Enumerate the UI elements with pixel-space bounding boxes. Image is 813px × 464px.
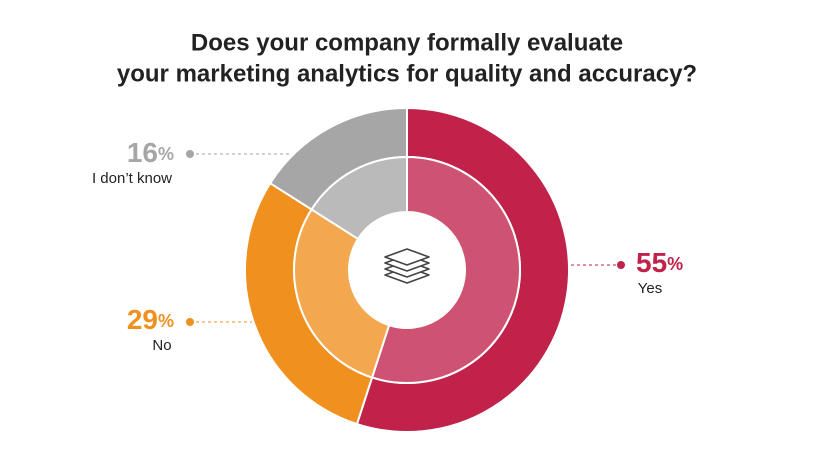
value-label: 16% [127,137,174,168]
layers-icon [384,248,430,284]
title-line: your marketing analytics for quality and… [117,60,697,87]
leader-dot [186,318,194,326]
labels: 55% Yes 29% No 16% I don’t know [92,137,683,354]
category-label: No [152,337,171,354]
value-label: 55% [636,247,683,278]
value-label: 29% [127,304,174,335]
title-line: Does your company formally evaluate [191,29,623,56]
donut [244,106,570,433]
category-label: Yes [638,280,662,297]
category-label: I don’t know [92,170,172,187]
dashed-ring [293,156,521,384]
leader-dot [186,150,194,158]
chart-title: Does your company formally evaluate your … [117,29,697,87]
leader-dot [617,261,625,269]
